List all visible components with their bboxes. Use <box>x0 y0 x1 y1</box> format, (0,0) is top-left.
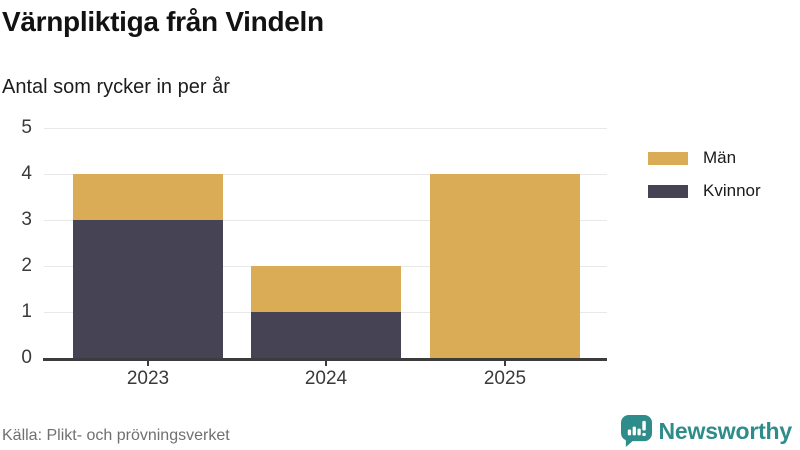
y-tick-label: 2 <box>21 255 32 276</box>
x-tick-mark <box>504 358 506 366</box>
gridline-3 <box>44 220 607 221</box>
x-tick-label: 2023 <box>126 368 170 389</box>
legend: Män Kvinnor <box>648 148 761 214</box>
legend-label: Kvinnor <box>703 181 761 200</box>
x-tick-mark <box>147 358 149 366</box>
legend-item-mn: Män <box>648 148 761 168</box>
legend-swatch <box>648 184 688 198</box>
brand-name: Newsworthy <box>658 417 793 444</box>
x-tick-mark <box>325 358 327 366</box>
chart-title: Värnpliktiga från Vindeln <box>2 6 324 37</box>
source-text: Källa: Plikt- och prövningsverket <box>2 427 230 444</box>
y-tick-label: 0 <box>21 347 32 368</box>
newsworthy-logo-icon <box>620 415 652 447</box>
y-tick-label: 3 <box>21 209 32 230</box>
gridline-4 <box>44 174 607 175</box>
x-tick-label: 2025 <box>483 368 527 389</box>
x-tick-label: 2024 <box>304 368 348 389</box>
legend-swatch <box>648 151 688 165</box>
bar-2025 <box>430 174 580 358</box>
bar-2023 <box>73 174 223 358</box>
legend-label: Män <box>703 148 737 167</box>
legend-item-kvinnor: Kvinnor <box>648 181 761 201</box>
bar-2024 <box>251 266 401 358</box>
bar-segment-mn <box>73 174 223 220</box>
y-tick-label: 1 <box>21 301 32 322</box>
bar-segment-kvinnor <box>251 312 401 358</box>
bar-segment-kvinnor <box>73 220 223 358</box>
axis-baseline <box>43 358 607 361</box>
bar-segment-mn <box>251 266 401 312</box>
bar-segment-mn <box>430 174 580 358</box>
y-tick-label: 5 <box>21 117 32 138</box>
gridline-5 <box>44 128 607 129</box>
brand: Newsworthy <box>620 415 793 447</box>
chart-subtitle: Antal som rycker in per år <box>2 76 230 98</box>
y-tick-label: 4 <box>21 163 32 184</box>
